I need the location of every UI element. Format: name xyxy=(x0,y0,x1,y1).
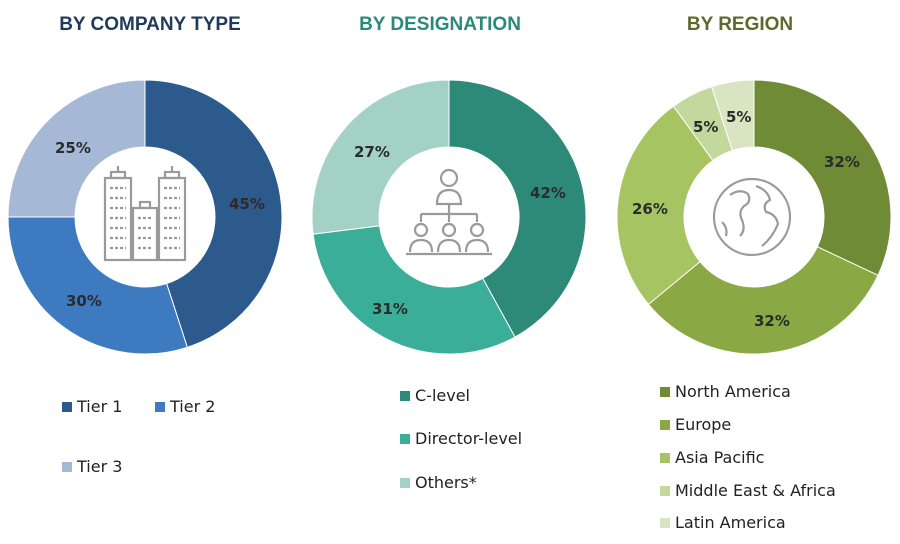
donut-slice-c-level xyxy=(448,79,587,338)
label-latin-america: 5% xyxy=(726,108,751,126)
buildings-icon xyxy=(103,166,187,262)
legend-europe: Europe xyxy=(660,415,731,434)
donut-slice-others- xyxy=(311,79,450,235)
label-asia-pacific: 26% xyxy=(632,200,668,218)
legend-label: Others* xyxy=(415,473,477,492)
legend-tier-1: Tier 1 xyxy=(62,397,122,416)
legend-swatch xyxy=(660,485,670,496)
legend-swatch xyxy=(62,401,72,412)
label-director-level: 31% xyxy=(372,300,408,318)
globe-icon xyxy=(712,177,792,257)
legend-label: Middle East & Africa xyxy=(675,481,836,500)
label-north-america: 32% xyxy=(824,153,860,171)
legend-swatch xyxy=(155,401,165,412)
label-tier-1: 45% xyxy=(229,195,265,213)
donut-slice-europe xyxy=(647,246,879,355)
legend-swatch xyxy=(400,433,410,444)
legend-swatch xyxy=(660,419,670,430)
label-europe: 32% xyxy=(754,312,790,330)
legend-middle-east-africa: Middle East & Africa xyxy=(660,481,836,500)
label-others: 27% xyxy=(354,143,390,161)
donut-slice-asia-pacific xyxy=(616,105,714,306)
legend-swatch xyxy=(400,390,410,401)
legend-swatch xyxy=(660,452,670,463)
donut-slice-tier-2 xyxy=(7,216,188,355)
label-middle-east-africa: 5% xyxy=(693,118,718,136)
legend-swatch xyxy=(400,477,410,488)
label-tier-2: 30% xyxy=(66,292,102,310)
legend-tier-3: Tier 3 xyxy=(62,457,122,476)
legend-label: Latin America xyxy=(675,513,786,532)
org-chart-icon xyxy=(406,168,492,256)
legend-label: Director-level xyxy=(415,429,523,448)
chart-title-company-type: BY COMPANY TYPE xyxy=(59,14,241,35)
legend-director-level: Director-level xyxy=(400,429,522,448)
legend-others: Others* xyxy=(400,473,477,492)
label-tier-3: 25% xyxy=(55,139,91,157)
chart-title-region: BY REGION xyxy=(686,14,794,35)
legend-asia-pacific: Asia Pacific xyxy=(660,448,764,467)
legend-swatch xyxy=(62,461,72,472)
donut-slice-tier-3 xyxy=(7,79,146,218)
legend-label: North America xyxy=(675,382,791,401)
donut-slice-north-america xyxy=(753,79,892,276)
legend-label: Europe xyxy=(675,415,732,434)
legend-c-level: C-level xyxy=(400,386,470,405)
chart-title-designation: BY DESIGNATION xyxy=(359,14,521,35)
legend-tier-2: Tier 2 xyxy=(155,397,215,416)
legend-swatch xyxy=(660,386,670,397)
legend-label: Tier 2 xyxy=(170,397,216,416)
legend-latin-america: Latin America xyxy=(660,513,786,532)
legend-swatch xyxy=(660,517,670,528)
legend-label: Asia Pacific xyxy=(675,448,765,467)
label-c-level: 42% xyxy=(530,184,566,202)
donut-slice-tier-1 xyxy=(144,79,283,348)
donut-slice-latin-america xyxy=(711,79,755,152)
legend-label: C-level xyxy=(415,386,470,405)
legend-north-america: North America xyxy=(660,382,791,401)
legend-label: Tier 3 xyxy=(77,457,123,476)
legend-label: Tier 1 xyxy=(77,397,123,416)
donut-slice-director-level xyxy=(312,225,516,355)
